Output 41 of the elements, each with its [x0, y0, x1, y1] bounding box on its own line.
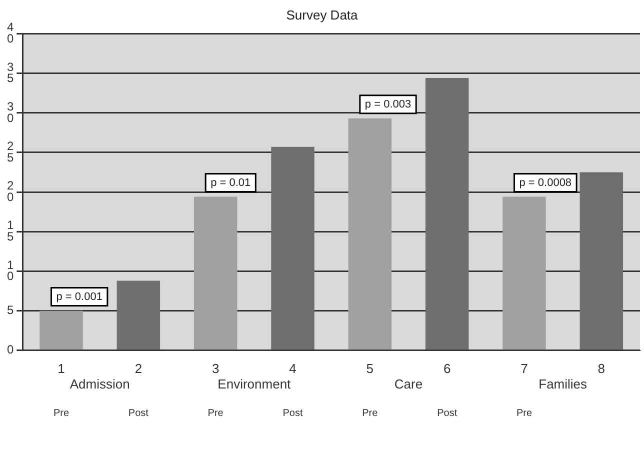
- y-tick-label: 2 0: [6, 178, 14, 204]
- text: Environment: [218, 376, 292, 392]
- bar: [425, 78, 469, 350]
- y-tick-label: 5: [6, 303, 14, 318]
- bar: [116, 280, 160, 350]
- bar: [271, 146, 314, 350]
- annotation: p = 0.0008: [519, 176, 572, 189]
- x-tick-label: 8: [598, 360, 606, 376]
- y-tick-label: 1 5: [6, 218, 14, 244]
- text: Pre: [362, 408, 378, 420]
- y-tick-label: 1 0: [6, 258, 14, 284]
- y-tick-label: 2 5: [6, 139, 14, 164]
- text: Admission: [70, 376, 130, 392]
- chart-title: Survey Data: [286, 7, 359, 22]
- bar: [40, 310, 83, 350]
- text: Post: [437, 408, 458, 420]
- text: Pre: [516, 408, 532, 420]
- bar: [580, 172, 624, 350]
- text: Care: [394, 376, 423, 392]
- y-tick-label: 3 0: [6, 99, 14, 125]
- y-tick-label: 3 5: [6, 60, 14, 86]
- bar: [194, 196, 238, 350]
- y-tick-label: 0: [6, 342, 14, 357]
- x-tick-label: 1: [58, 360, 65, 376]
- bar: [502, 196, 546, 350]
- annotation: p = 0.003: [364, 98, 412, 110]
- x-tick-label: 3: [212, 360, 220, 376]
- x-tick-label: 2: [134, 360, 142, 376]
- y-tick-label: 4 0: [6, 20, 14, 46]
- x-tick-label: 6: [443, 360, 451, 376]
- text: Pre: [53, 408, 70, 420]
- text: Pre: [208, 408, 224, 420]
- annotation: p = 0.001: [56, 290, 102, 303]
- x-tick-label: 4: [289, 360, 296, 376]
- text: Families: [538, 376, 588, 392]
- annotation: p = 0.01: [210, 176, 251, 189]
- x-tick-label: 7: [520, 360, 528, 376]
- text: Post: [128, 408, 149, 420]
- x-tick-label: 5: [366, 360, 374, 376]
- text: Post: [282, 408, 303, 420]
- bar: [348, 118, 392, 350]
